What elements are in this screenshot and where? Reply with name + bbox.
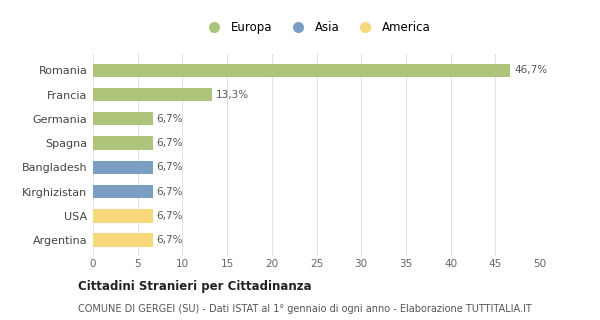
Text: 6,7%: 6,7% (157, 162, 183, 172)
Text: 13,3%: 13,3% (215, 90, 248, 100)
Text: 6,7%: 6,7% (157, 187, 183, 196)
Text: 6,7%: 6,7% (157, 211, 183, 221)
Bar (93, 209, 153, 223)
Bar (93, 64, 511, 77)
Text: 6,7%: 6,7% (157, 235, 183, 245)
Bar (93, 112, 153, 125)
Bar (93, 234, 153, 247)
Bar (93, 161, 153, 174)
Bar (93, 136, 153, 150)
Legend: Europa, Asia, America: Europa, Asia, America (197, 16, 436, 38)
Text: Cittadini Stranieri per Cittadinanza: Cittadini Stranieri per Cittadinanza (78, 280, 311, 292)
Bar (93, 88, 212, 101)
Text: 6,7%: 6,7% (157, 138, 183, 148)
Text: COMUNE DI GERGEI (SU) - Dati ISTAT al 1° gennaio di ogni anno - Elaborazione TUT: COMUNE DI GERGEI (SU) - Dati ISTAT al 1°… (78, 304, 532, 314)
Bar (93, 185, 153, 198)
Text: 46,7%: 46,7% (514, 65, 547, 75)
Text: 6,7%: 6,7% (157, 114, 183, 124)
